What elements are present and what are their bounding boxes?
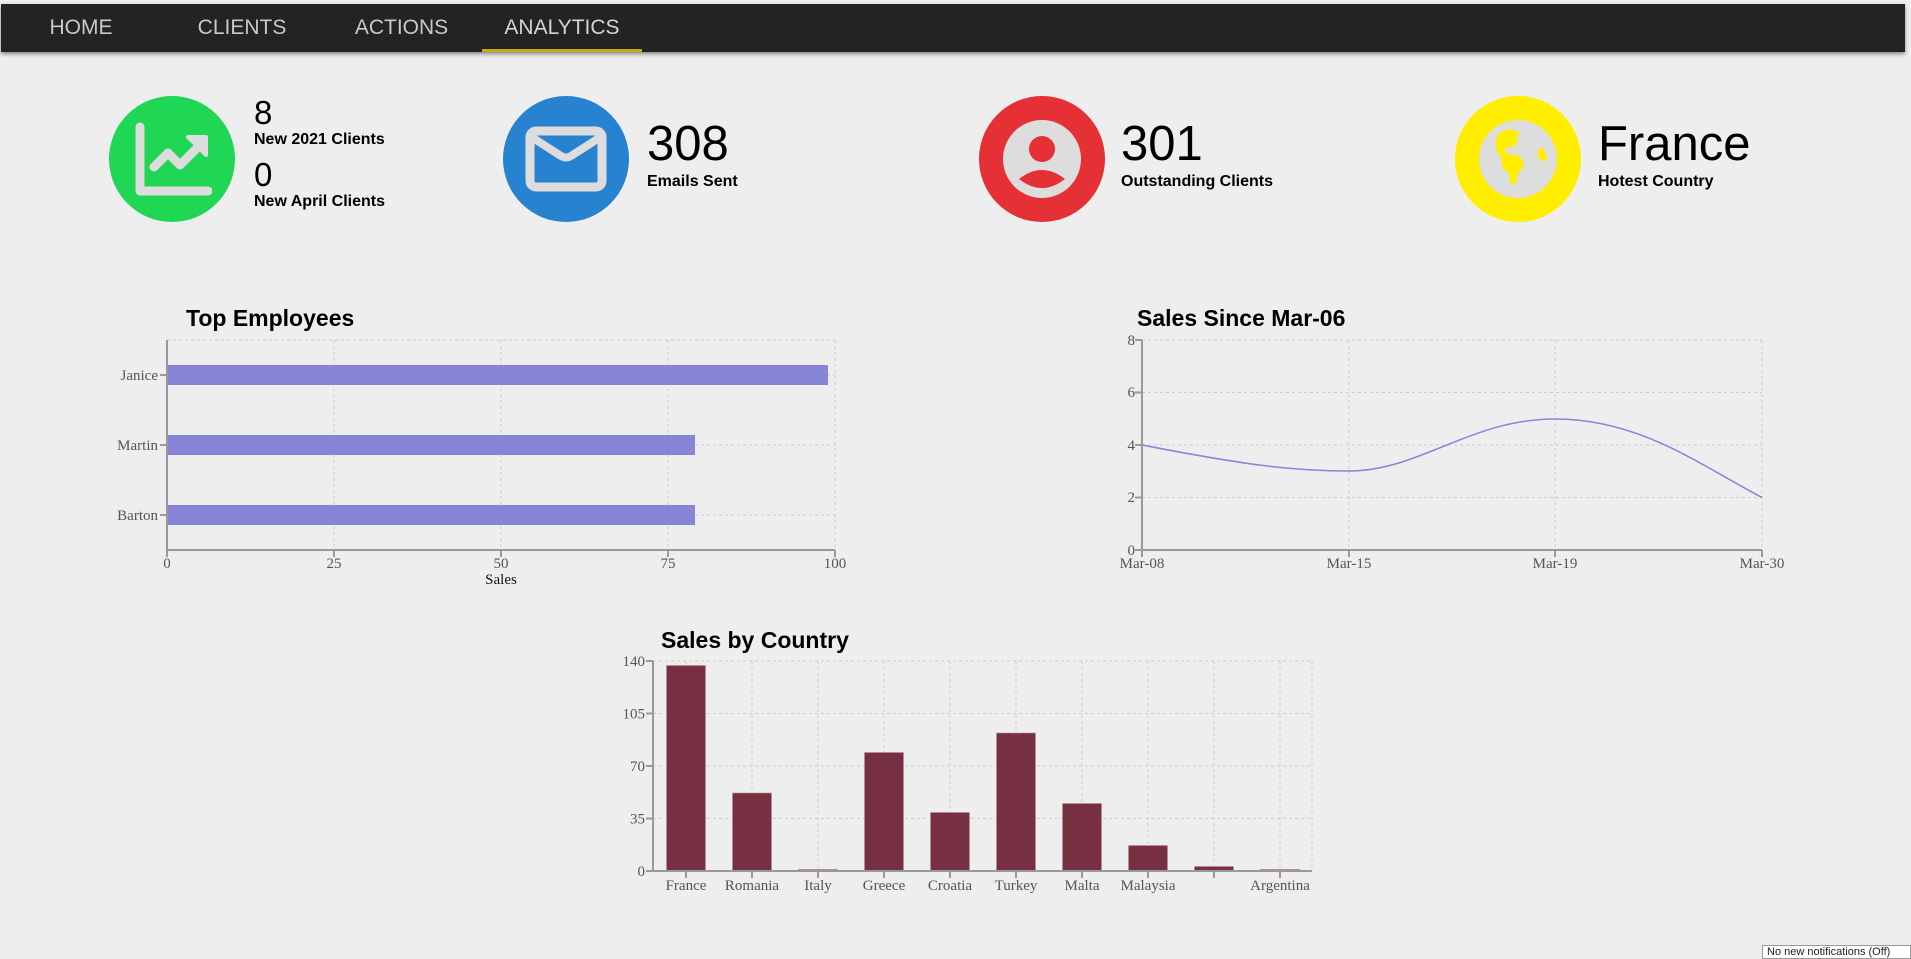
- xtick-100: 100: [824, 556, 847, 572]
- emails-sent-label: Emails Sent: [647, 173, 738, 190]
- ytick-6: 6: [1128, 385, 1136, 401]
- ytick-0: 0: [638, 864, 646, 880]
- sales-by-country-axes: [646, 660, 1312, 878]
- sales-by-country-title: Sales by Country: [661, 627, 849, 653]
- new-2021-clients-value: 8: [254, 94, 273, 131]
- ytick-0: 0: [1128, 543, 1136, 559]
- stat-emails-sent: 308 Emails Sent: [503, 96, 823, 222]
- stat-hotest-country: France Hotest Country: [1455, 96, 1795, 222]
- nav-home[interactable]: HOME: [49, 4, 113, 52]
- envelope-icon: [503, 96, 629, 222]
- nav-actions-label: ACTIONS: [354, 16, 449, 39]
- xtick-romania: Romania: [725, 878, 779, 894]
- outstanding-clients-label: Outstanding Clients: [1121, 173, 1273, 190]
- new-april-clients-value: 0: [254, 156, 273, 193]
- xtick-0: 0: [163, 556, 171, 572]
- globe-icon: [1455, 96, 1581, 222]
- new-april-clients-label: New April Clients: [254, 193, 385, 210]
- xtick-mar-19: Mar-19: [1533, 556, 1578, 572]
- top-employees-bars: [167, 365, 828, 525]
- sales-since-title: Sales Since Mar-06: [1137, 305, 1346, 331]
- xtick-mar-08: Mar-08: [1120, 556, 1165, 572]
- ytick-105: 105: [623, 707, 646, 723]
- xtick-italy: Italy: [804, 878, 832, 894]
- bar-turkey[interactable]: [996, 732, 1036, 872]
- outstanding-clients-value: 301: [1121, 117, 1203, 171]
- bar-malta[interactable]: [1062, 803, 1102, 872]
- hotest-country-label: Hotest Country: [1598, 173, 1714, 190]
- top-employees-chart: Janice Martin Barton 0 25 50 75 100 Sale…: [117, 339, 847, 588]
- nav-home-label: HOME: [49, 16, 113, 39]
- ytick-4: 4: [1128, 438, 1136, 454]
- bar-janice[interactable]: [167, 365, 828, 385]
- nav-clients-label: CLIENTS: [197, 16, 287, 39]
- sales-since-axes: [1135, 339, 1763, 557]
- emails-sent-value: 308: [647, 117, 729, 171]
- xtick-france: France: [666, 878, 707, 894]
- trending-chart-icon: [109, 96, 235, 222]
- sales-by-country-chart: 140 105 70 35 0 France Romania Italy Gre…: [623, 654, 1313, 894]
- ytick-2: 2: [1128, 490, 1136, 506]
- nav-actions[interactable]: ACTIONS: [354, 4, 449, 52]
- new-2021-clients-label: New 2021 Clients: [254, 131, 385, 148]
- bar-malaysia[interactable]: [1128, 845, 1168, 872]
- top-employees-xlabel: Sales: [485, 572, 517, 588]
- hotest-country-value: France: [1598, 117, 1751, 171]
- xtick-malaysia: Malaysia: [1121, 878, 1176, 894]
- xtick-50: 50: [494, 556, 509, 572]
- ytick-35: 35: [630, 812, 645, 828]
- ytick-70: 70: [630, 759, 645, 775]
- bar-martin[interactable]: [167, 435, 695, 455]
- xtick-malta: Malta: [1065, 878, 1100, 894]
- nav-analytics-label: ANALYTICS: [504, 16, 620, 39]
- xtick-greece: Greece: [863, 878, 906, 894]
- nav-analytics[interactable]: ANALYTICS: [482, 4, 642, 52]
- ytick-8: 8: [1128, 333, 1136, 349]
- ytick-barton: Barton: [117, 508, 158, 524]
- user-circle-icon: [979, 96, 1105, 222]
- stat-outstanding-clients: 301 Outstanding Clients: [979, 96, 1319, 222]
- bar-france[interactable]: [666, 665, 706, 872]
- top-employees-title: Top Employees: [186, 305, 355, 331]
- sales-line[interactable]: [1141, 418, 1763, 499]
- xtick-mar-15: Mar-15: [1327, 556, 1372, 572]
- sales-since-chart: 8 6 4 2 0 Mar-08 Mar-15 Mar-19 Mar-30: [1120, 333, 1785, 572]
- sales-since-grid: [1142, 339, 1763, 550]
- active-tab-indicator: [482, 49, 642, 52]
- bar-croatia[interactable]: [930, 812, 970, 872]
- xtick-25: 25: [327, 556, 342, 572]
- top-employees-axes: [160, 340, 836, 557]
- bar-romania[interactable]: [732, 792, 772, 872]
- xtick-turkey: Turkey: [995, 878, 1038, 894]
- xtick-75: 75: [661, 556, 676, 572]
- ytick-janice: Janice: [121, 368, 159, 384]
- stat-new-clients: 8 New 2021 Clients 0 New April Clients: [109, 96, 429, 222]
- ytick-140: 140: [623, 654, 646, 670]
- bar-greece[interactable]: [864, 752, 904, 872]
- top-navbar: HOME CLIENTS ACTIONS ANALYTICS: [1, 4, 1905, 52]
- xtick-argentina: Argentina: [1250, 878, 1310, 894]
- nav-clients[interactable]: CLIENTS: [196, 4, 288, 52]
- notification-status[interactable]: No new notifications (Off): [1762, 945, 1911, 959]
- xtick-croatia: Croatia: [928, 878, 972, 894]
- bar-barton[interactable]: [167, 505, 695, 525]
- xtick-mar-30: Mar-30: [1740, 556, 1785, 572]
- sales-by-country-bars: [666, 665, 1300, 872]
- ytick-martin: Martin: [117, 438, 158, 454]
